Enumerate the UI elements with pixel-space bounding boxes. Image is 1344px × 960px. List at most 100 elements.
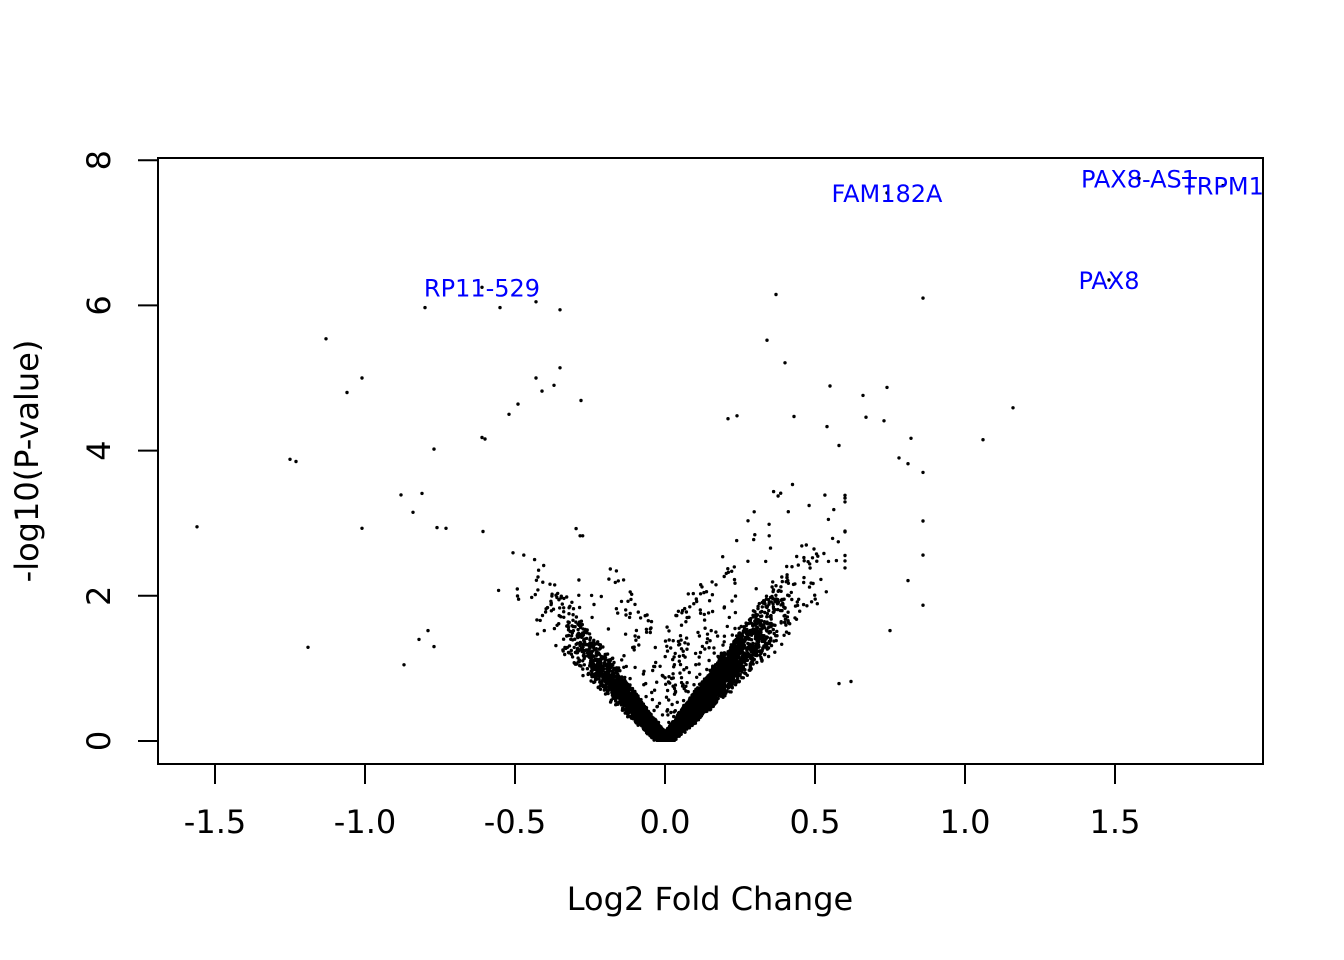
data-point [771, 489, 776, 494]
data-point [802, 580, 806, 585]
data-point [586, 672, 590, 677]
data-point [627, 615, 632, 620]
data-point [813, 593, 817, 597]
data-point [767, 600, 771, 605]
data-point [536, 588, 540, 592]
data-point [671, 639, 675, 643]
data-point [762, 634, 766, 638]
data-point [748, 654, 752, 659]
data-point [650, 697, 655, 702]
data-point [555, 623, 559, 627]
data-point [562, 610, 566, 614]
data-point [655, 680, 659, 684]
data-point [768, 621, 772, 626]
data-point [739, 641, 744, 646]
data-point [624, 613, 628, 617]
data-point [746, 519, 750, 523]
data-point [822, 551, 826, 556]
data-point [602, 661, 607, 665]
data-point [628, 611, 632, 616]
data-point [679, 676, 684, 680]
data-point [687, 670, 691, 675]
data-point [620, 658, 624, 662]
data-point [544, 607, 548, 611]
data-point [557, 613, 561, 618]
data-point [699, 583, 703, 587]
data-point [566, 650, 571, 655]
data-point [666, 713, 670, 717]
data-point [592, 638, 596, 642]
data-point [764, 597, 768, 601]
data-point [616, 611, 620, 615]
data-point [582, 630, 587, 634]
data-point [646, 619, 650, 623]
data-point [606, 670, 610, 674]
data-point [678, 642, 682, 646]
data-point [578, 534, 582, 538]
data-point [594, 653, 599, 658]
data-point [598, 643, 603, 647]
data-point [622, 654, 626, 658]
data-point [722, 634, 727, 638]
data-point [633, 634, 637, 638]
data-point [669, 646, 673, 650]
data-point [780, 575, 784, 579]
data-point [709, 628, 713, 633]
data-point [624, 608, 628, 612]
data-point [588, 641, 592, 645]
data-point [707, 658, 711, 663]
data-point [722, 651, 727, 655]
data-point [770, 585, 774, 589]
data-point [578, 663, 582, 668]
data-point [630, 592, 634, 596]
data-point [667, 698, 671, 702]
data-point [665, 644, 669, 648]
data-point [826, 559, 831, 564]
data-point [800, 544, 804, 548]
data-point [733, 610, 738, 615]
data-point [769, 613, 773, 618]
data-point [668, 681, 672, 685]
data-point [685, 647, 689, 651]
data-point [563, 652, 567, 657]
data-point [785, 615, 790, 619]
data-point [604, 682, 609, 686]
data-point [806, 560, 810, 564]
data-point [768, 546, 773, 550]
data-point [676, 609, 681, 613]
data-point [805, 604, 809, 608]
data-point [615, 670, 619, 675]
data-point [714, 687, 719, 692]
data-point [694, 663, 698, 667]
data-point [784, 630, 789, 634]
data-point [622, 678, 627, 683]
data-point [691, 591, 695, 596]
data-point [813, 597, 817, 601]
data-point [558, 606, 562, 610]
data-point [688, 605, 692, 609]
data-point [809, 600, 814, 604]
data-point [775, 629, 779, 634]
data-point [581, 534, 585, 538]
data-point [843, 559, 847, 563]
data-point [695, 599, 699, 604]
data-point [763, 639, 767, 643]
data-point [697, 655, 701, 659]
data-point [611, 656, 615, 660]
data-point [535, 632, 540, 636]
data-point [636, 610, 640, 614]
data-point [597, 674, 602, 679]
data-point [562, 615, 566, 619]
data-point [832, 507, 836, 512]
data-point [760, 605, 764, 609]
data-point [577, 578, 581, 582]
data-point [782, 620, 787, 624]
data-point [511, 551, 515, 555]
data-point [753, 636, 757, 641]
data-point [596, 640, 600, 644]
data-point [703, 626, 707, 630]
data-point [807, 585, 812, 589]
data-point [562, 596, 566, 601]
data-point [764, 635, 769, 639]
data-point [664, 695, 669, 699]
